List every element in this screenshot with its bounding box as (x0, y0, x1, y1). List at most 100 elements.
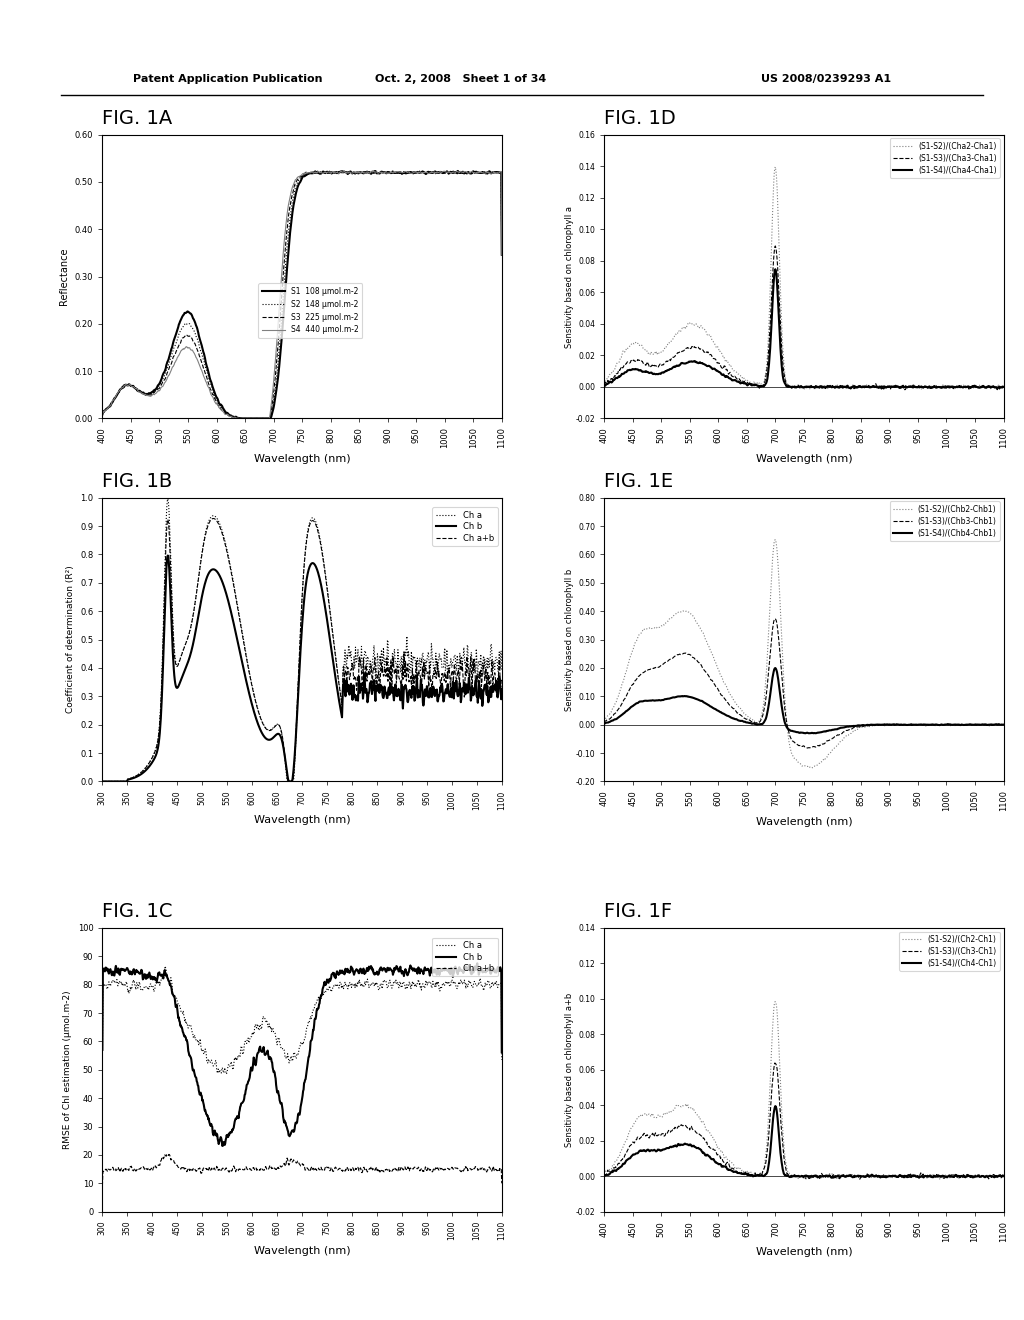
Text: Patent Application Publication: Patent Application Publication (133, 74, 323, 84)
(S1-S3)/(Chb3-Chb1) (664, 652, 676, 668)
(S1-S2)/(Chb2-Chb1) (997, 717, 1010, 733)
Ch a+b (96, 774, 109, 789)
(S1-S3)/(Cha3-Cha1) (762, 352, 774, 368)
(S1-S3)/(Cha3-Cha1) (891, 379, 903, 395)
(S1-S4)/(Cha4-Cha1) (769, 261, 781, 277)
Ch a (159, 958, 171, 974)
(S1-S2)/(Chb2-Chb1) (664, 611, 676, 627)
S2  148 μmol.m-2 (162, 360, 174, 376)
S3  225 μmol.m-2 (260, 411, 272, 426)
Ch a (151, 973, 163, 989)
(S1-S4)/(Chb4-Chb1) (891, 717, 903, 733)
(S1-S3)/(Ch3-Ch1) (762, 1137, 774, 1152)
Text: FIG. 1A: FIG. 1A (102, 110, 173, 128)
(S1-S3)/(Cha3-Cha1) (921, 379, 933, 395)
Ch a+b (279, 1156, 291, 1172)
S1  108 μmol.m-2 (162, 354, 174, 370)
(S1-S4)/(Chb4-Chb1) (762, 702, 774, 718)
S4  440 μmol.m-2 (162, 370, 174, 385)
(S1-S3)/(Ch3-Ch1) (921, 1168, 933, 1184)
S1  108 μmol.m-2 (438, 165, 451, 181)
(S1-S2)/(Ch2-Ch1) (891, 1168, 903, 1184)
Ch a+b (496, 1175, 508, 1191)
Ch a+b (496, 673, 508, 689)
(S1-S2)/(Chb2-Chb1) (941, 717, 953, 733)
(S1-S3)/(Chb3-Chb1) (598, 714, 610, 730)
S2  148 μmol.m-2 (236, 411, 249, 426)
Line: (S1-S2)/(Ch2-Ch1): (S1-S2)/(Ch2-Ch1) (604, 1002, 1004, 1179)
(S1-S4)/(Chb4-Chb1) (598, 715, 610, 731)
X-axis label: Wavelength (nm): Wavelength (nm) (756, 454, 852, 465)
(S1-S4)/(Chb4-Chb1) (997, 717, 1010, 733)
(S1-S4)/(Chb4-Chb1) (921, 717, 933, 733)
Line: Ch a: Ch a (102, 966, 502, 1074)
Legend: Ch a, Ch b, Ch a+b: Ch a, Ch b, Ch a+b (432, 507, 498, 546)
Ch b (155, 968, 167, 983)
Ch a (96, 774, 109, 789)
Ch a (202, 1051, 214, 1067)
(S1-S3)/(Ch3-Ch1) (598, 1167, 610, 1183)
Line: S2  148 μmol.m-2: S2 148 μmol.m-2 (102, 172, 502, 418)
(S1-S3)/(Chb3-Chb1) (769, 611, 781, 627)
X-axis label: Wavelength (nm): Wavelength (nm) (254, 1246, 350, 1255)
(S1-S4)/(Ch4-Ch1) (769, 1098, 781, 1114)
X-axis label: Wavelength (nm): Wavelength (nm) (756, 817, 852, 828)
S3  225 μmol.m-2 (419, 165, 431, 181)
Line: S4  440 μmol.m-2: S4 440 μmol.m-2 (102, 172, 502, 418)
(S1-S4)/(Cha4-Cha1) (921, 379, 933, 395)
S2  148 μmol.m-2 (389, 165, 401, 181)
(S1-S2)/(Cha2-Cha1) (997, 379, 1010, 395)
(S1-S2)/(Ch2-Ch1) (997, 1170, 1010, 1185)
Legend: (S1-S2)/(Ch2-Ch1), (S1-S3)/(Ch3-Ch1), (S1-S4)/(Ch4-Ch1): (S1-S2)/(Ch2-Ch1), (S1-S3)/(Ch3-Ch1), (S… (899, 932, 999, 972)
Ch a (155, 694, 167, 710)
(S1-S4)/(Chb4-Chb1) (769, 660, 781, 676)
Y-axis label: Coefficient of determination (R²): Coefficient of determination (R²) (66, 566, 75, 713)
Text: FIG. 1E: FIG. 1E (604, 473, 674, 491)
Ch b (279, 1113, 291, 1129)
S4  440 μmol.m-2 (96, 407, 109, 422)
S2  148 μmol.m-2 (260, 411, 272, 426)
Line: Ch a+b: Ch a+b (102, 519, 502, 781)
S3  225 μmol.m-2 (96, 407, 109, 422)
(S1-S4)/(Ch4-Ch1) (664, 1140, 676, 1156)
S4  440 μmol.m-2 (260, 411, 272, 426)
Ch a+b (155, 698, 167, 714)
Ch b (96, 1041, 109, 1057)
(S1-S2)/(Cha2-Cha1) (762, 339, 774, 355)
(S1-S4)/(Chb4-Chb1) (941, 717, 953, 733)
(S1-S2)/(Ch2-Ch1) (762, 1119, 774, 1135)
S2  148 μmol.m-2 (496, 247, 508, 263)
Ch b (96, 774, 109, 789)
(S1-S4)/(Ch4-Ch1) (997, 1168, 1010, 1184)
Ch b (493, 684, 505, 700)
Line: Ch a: Ch a (102, 499, 502, 781)
(S1-S3)/(Chb3-Chb1) (658, 655, 671, 671)
(S1-S2)/(Cha2-Cha1) (916, 381, 929, 397)
(S1-S3)/(Chb3-Chb1) (891, 717, 903, 733)
Y-axis label: Sensitivity based on chlorophyll a+b: Sensitivity based on chlorophyll a+b (565, 993, 574, 1147)
(S1-S4)/(Cha4-Cha1) (664, 362, 676, 378)
Ch a (202, 515, 214, 531)
(S1-S4)/(Cha4-Cha1) (941, 379, 953, 395)
Line: S3  225 μmol.m-2: S3 225 μmol.m-2 (102, 172, 502, 418)
S1  108 μmol.m-2 (389, 165, 401, 181)
(S1-S3)/(Cha3-Cha1) (899, 381, 911, 397)
S4  440 μmol.m-2 (389, 165, 401, 181)
(S1-S4)/(Ch4-Ch1) (921, 1168, 933, 1184)
Ch a+b (493, 671, 505, 686)
(S1-S4)/(Chb4-Chb1) (664, 690, 676, 706)
(S1-S3)/(Ch3-Ch1) (658, 1129, 671, 1144)
S1  108 μmol.m-2 (236, 411, 249, 426)
(S1-S4)/(Ch4-Ch1) (891, 1168, 903, 1184)
Text: FIG. 1B: FIG. 1B (102, 473, 173, 491)
(S1-S3)/(Chb3-Chb1) (997, 717, 1010, 733)
Text: FIG. 1D: FIG. 1D (604, 110, 676, 128)
(S1-S4)/(Cha4-Cha1) (658, 364, 671, 380)
S2  148 μmol.m-2 (361, 164, 374, 180)
S1  108 μmol.m-2 (96, 407, 109, 422)
(S1-S2)/(Chb2-Chb1) (806, 760, 818, 776)
(S1-S4)/(Cha4-Cha1) (845, 380, 857, 396)
Ch a (349, 639, 361, 655)
S4  440 μmol.m-2 (438, 164, 451, 180)
Line: (S1-S4)/(Chb4-Chb1): (S1-S4)/(Chb4-Chb1) (604, 668, 1004, 733)
